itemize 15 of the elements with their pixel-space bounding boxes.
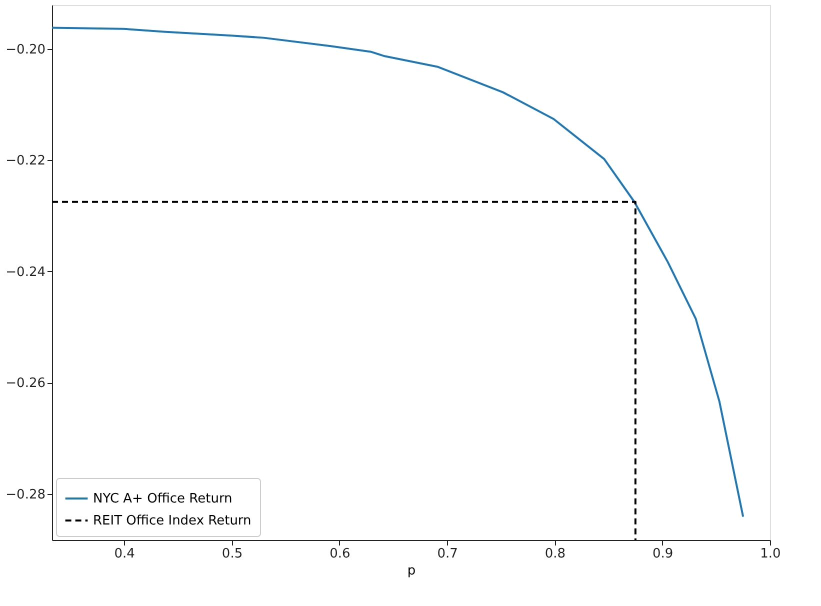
- y-tick-label: −0.22: [6, 154, 46, 169]
- legend-label: NYC A+ Office Return: [93, 492, 232, 506]
- x-tick-label: 0.8: [544, 546, 566, 562]
- legend-label: REIT Office Index Return: [93, 514, 252, 528]
- x-tick-label: 0.4: [114, 546, 135, 562]
- y-tick-label: −0.20: [6, 42, 46, 58]
- x-tick-label: 1.0: [760, 546, 781, 562]
- x-tick-label: 0.7: [437, 546, 458, 562]
- x-tick-label: 0.5: [222, 546, 243, 562]
- x-tick-label: 0.6: [330, 546, 350, 562]
- x-axis-title: p: [407, 564, 416, 578]
- y-tick-label: −0.28: [6, 487, 46, 502]
- x-tick-label: 0.9: [652, 546, 674, 562]
- y-tick-label: −0.24: [6, 264, 46, 280]
- y-tick-label: −0.26: [6, 376, 46, 392]
